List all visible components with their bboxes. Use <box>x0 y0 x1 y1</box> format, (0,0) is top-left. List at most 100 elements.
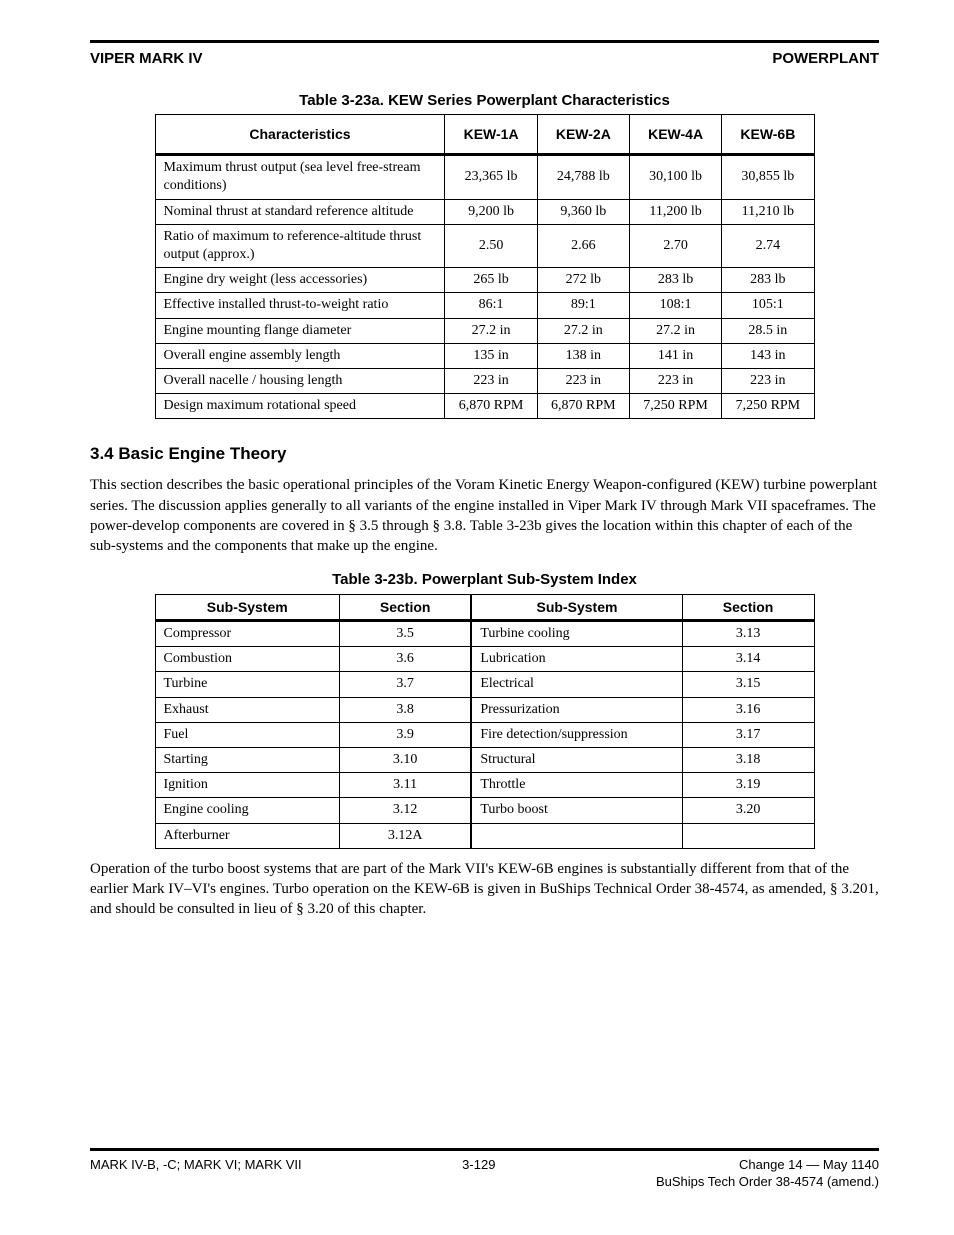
row-value: 2.74 <box>722 224 814 267</box>
t2-h3: Section <box>682 594 814 620</box>
subsystem-section: 3.9 <box>340 722 472 747</box>
table1-body: Maximum thrust output (sea level free-st… <box>155 155 814 419</box>
bottom-rule <box>90 1148 879 1151</box>
subsystem-name: Pressurization <box>471 697 682 722</box>
table1-caption: Table 3-23a. KEW Series Powerplant Chara… <box>90 91 879 111</box>
table-row: Ratio of maximum to reference-altitude t… <box>155 224 814 267</box>
subsystem-name: Fire detection/suppression <box>471 722 682 747</box>
table-row: Engine cooling3.12Turbo boost3.20 <box>155 798 814 823</box>
subsystem-name: Ignition <box>155 773 340 798</box>
subsystem-name: Starting <box>155 747 340 772</box>
table2-header-row: Sub-System Section Sub-System Section <box>155 594 814 620</box>
table-row: Engine mounting flange diameter27.2 in27… <box>155 318 814 343</box>
table1-header-row: Characteristics KEW-1A KEW-2A KEW-4A KEW… <box>155 115 814 155</box>
subsystem-name: Turbine <box>155 672 340 697</box>
table2-caption: Table 3-23b. Powerplant Sub-System Index <box>90 570 879 590</box>
subsystem-name: Lubrication <box>471 647 682 672</box>
row-value: 89:1 <box>537 293 629 318</box>
t1-h4: KEW-6B <box>722 115 814 155</box>
table-row: Overall engine assembly length135 in138 … <box>155 343 814 368</box>
powerplant-characteristics-table: Characteristics KEW-1A KEW-2A KEW-4A KEW… <box>155 114 815 419</box>
table-row: Turbine3.7Electrical3.15 <box>155 672 814 697</box>
row-value: 28.5 in <box>722 318 814 343</box>
footer-page-number: 3-129 <box>302 1157 656 1191</box>
table-row: Engine dry weight (less accessories)265 … <box>155 268 814 293</box>
row-value: 9,200 lb <box>445 199 537 224</box>
section-paragraph: This section describes the basic operati… <box>90 475 879 556</box>
subsystem-section: 3.11 <box>340 773 472 798</box>
subsystem-section: 3.6 <box>340 647 472 672</box>
row-value: 23,365 lb <box>445 155 537 199</box>
row-label: Overall engine assembly length <box>155 343 445 368</box>
subsystem-section: 3.5 <box>340 621 472 647</box>
header-right: POWERPLANT <box>772 49 879 69</box>
row-value: 283 lb <box>629 268 721 293</box>
subsystem-section: 3.7 <box>340 672 472 697</box>
subsystem-name: Throttle <box>471 773 682 798</box>
subsystem-section: 3.15 <box>682 672 814 697</box>
table-row: Fuel3.9Fire detection/suppression3.17 <box>155 722 814 747</box>
table-row: Combustion3.6Lubrication3.14 <box>155 647 814 672</box>
row-label: Ratio of maximum to reference-altitude t… <box>155 224 445 267</box>
row-value: 27.2 in <box>629 318 721 343</box>
t1-h2: KEW-2A <box>537 115 629 155</box>
subsystem-name: Combustion <box>155 647 340 672</box>
row-value: 24,788 lb <box>537 155 629 199</box>
row-value: 108:1 <box>629 293 721 318</box>
subsystem-section: 3.12 <box>340 798 472 823</box>
page-header: VIPER MARK IV POWERPLANT <box>90 49 879 69</box>
row-value: 11,200 lb <box>629 199 721 224</box>
subsystem-name: Engine cooling <box>155 798 340 823</box>
subsystem-section: 3.17 <box>682 722 814 747</box>
t1-h0: Characteristics <box>155 115 445 155</box>
row-value: 283 lb <box>722 268 814 293</box>
t2-h0: Sub-System <box>155 594 340 620</box>
row-value: 6,870 RPM <box>445 394 537 419</box>
table-row: Nominal thrust at standard reference alt… <box>155 199 814 224</box>
table-row: Effective installed thrust-to-weight rat… <box>155 293 814 318</box>
subsystem-name: Fuel <box>155 722 340 747</box>
row-label: Effective installed thrust-to-weight rat… <box>155 293 445 318</box>
row-value: 27.2 in <box>537 318 629 343</box>
footer-right-1: Change 14 — May 1140 <box>739 1157 879 1172</box>
subsystem-name: Structural <box>471 747 682 772</box>
row-label: Engine dry weight (less accessories) <box>155 268 445 293</box>
subsystem-section: 3.19 <box>682 773 814 798</box>
row-value: 86:1 <box>445 293 537 318</box>
table-row: Overall nacelle / housing length223 in22… <box>155 368 814 393</box>
subsystem-section <box>682 823 814 848</box>
row-value: 2.70 <box>629 224 721 267</box>
table-row: Maximum thrust output (sea level free-st… <box>155 155 814 199</box>
subsystem-name: Turbine cooling <box>471 621 682 647</box>
subsystem-index-table: Sub-System Section Sub-System Section Co… <box>155 594 815 849</box>
row-label: Engine mounting flange diameter <box>155 318 445 343</box>
subsystem-name: Afterburner <box>155 823 340 848</box>
row-value: 2.50 <box>445 224 537 267</box>
footer-right-2: BuShips Tech Order 38-4574 (amend.) <box>656 1174 879 1189</box>
row-value: 141 in <box>629 343 721 368</box>
row-value: 27.2 in <box>445 318 537 343</box>
table-row: Compressor3.5Turbine cooling3.13 <box>155 621 814 647</box>
subsystem-section: 3.18 <box>682 747 814 772</box>
row-value: 30,100 lb <box>629 155 721 199</box>
row-value: 135 in <box>445 343 537 368</box>
subsystem-name: Exhaust <box>155 697 340 722</box>
subsystem-name <box>471 823 682 848</box>
row-value: 7,250 RPM <box>722 394 814 419</box>
subsystem-name: Compressor <box>155 621 340 647</box>
subsystem-section: 3.20 <box>682 798 814 823</box>
remark-paragraph: Operation of the turbo boost systems tha… <box>90 859 879 920</box>
row-value: 105:1 <box>722 293 814 318</box>
subsystem-name: Turbo boost <box>471 798 682 823</box>
page-footer: MARK IV-B, -C; MARK VI; MARK VII 3-129 C… <box>90 1144 879 1191</box>
t1-h1: KEW-1A <box>445 115 537 155</box>
t1-h3: KEW-4A <box>629 115 721 155</box>
row-value: 272 lb <box>537 268 629 293</box>
subsystem-section: 3.12A <box>340 823 472 848</box>
row-value: 223 in <box>537 368 629 393</box>
row-value: 11,210 lb <box>722 199 814 224</box>
row-value: 223 in <box>629 368 721 393</box>
table2-body: Compressor3.5Turbine cooling3.13Combusti… <box>155 621 814 849</box>
row-value: 223 in <box>722 368 814 393</box>
row-value: 9,360 lb <box>537 199 629 224</box>
